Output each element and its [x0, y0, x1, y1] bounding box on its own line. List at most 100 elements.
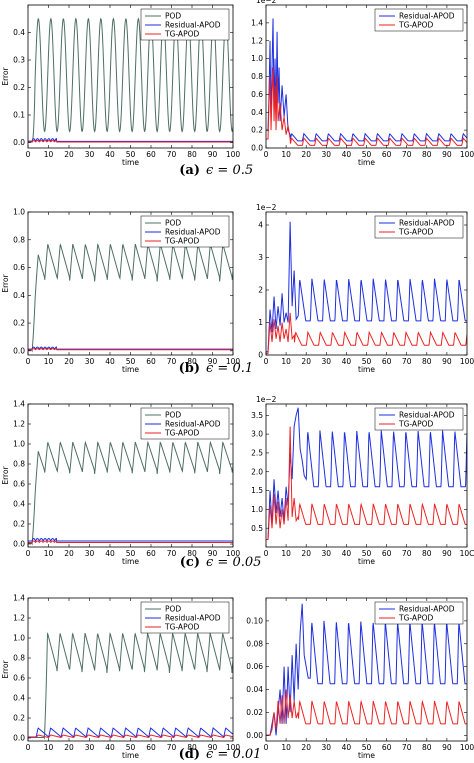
x-tick-label: 60: [146, 150, 156, 159]
x-tick-label: 40: [105, 743, 115, 752]
y-tick-label: 0.6: [251, 90, 263, 99]
legend-entry: TG-APOD: [398, 614, 433, 623]
legend-box: [374, 601, 464, 625]
y-tick-label: 1.2: [13, 614, 25, 623]
y-tick-label: 1.4: [251, 18, 263, 27]
y-tick-label: 2: [258, 286, 263, 295]
y-tick-label: 1.4: [13, 400, 25, 409]
caption-letter: (d): [179, 747, 200, 762]
legend-entry: POD: [165, 605, 181, 614]
legend-entry: TG-APOD: [398, 21, 433, 30]
series-line-residual-apod: [28, 537, 233, 542]
x-tick-label: 70: [167, 743, 177, 752]
y-tick-label: 2.5: [251, 449, 263, 458]
x-tick-label: 40: [342, 743, 352, 752]
chart-b-right: 0 10 20 30 40 50 60 70 80 90 100 0 1 2 3 4 time 1e−2 Resid…: [256, 203, 474, 374]
x-tick-label: 10: [281, 150, 291, 159]
y-tick-label: 3.5: [251, 411, 263, 420]
series-line-residual-apod: [266, 221, 467, 353]
chart-d-right: 0 10 20 30 40 50 60 70 80 90 100 0.00 0.02 0.04 0.06 0.…: [246, 597, 474, 760]
y-tick-label: 3: [258, 253, 263, 262]
x-axis-label: time: [122, 365, 139, 374]
legend-entry: Residual-APOD: [399, 411, 455, 420]
x-tick-label: 10: [281, 743, 291, 752]
x-tick-label: 70: [167, 357, 177, 366]
y-tick-label: 1.0: [13, 208, 25, 217]
legend-entry: Residual-APOD: [165, 21, 221, 30]
x-tick-label: 30: [85, 357, 95, 366]
x-tick-label: 80: [422, 549, 432, 558]
x-tick-label: 20: [64, 743, 74, 752]
x-axis-label: time: [122, 557, 139, 566]
x-tick-label: 50: [362, 743, 372, 752]
series-line-residual-apod: [28, 346, 233, 350]
y-tick-label: 0.0: [13, 346, 25, 355]
series-line-tg-apod: [266, 426, 467, 540]
legend-entry: TG-APOD: [164, 623, 199, 632]
x-tick-label: 80: [187, 549, 197, 558]
x-tick-label: 30: [322, 150, 332, 159]
caption-text: ϵ = 0.05: [206, 555, 261, 570]
x-tick-label: 100: [460, 357, 474, 366]
x-tick-label: 60: [382, 743, 392, 752]
caption-3: (d) ϵ = 0.01: [179, 747, 262, 762]
x-axis-label: time: [358, 158, 375, 167]
legend-entry: TG-APOD: [164, 237, 199, 246]
y-tick-label: 0.6: [13, 674, 25, 683]
offset-text: 1e−2: [256, 395, 277, 404]
x-tick-label: 0: [26, 549, 31, 558]
caption-1: (b) ϵ = 0.1: [179, 361, 254, 376]
y-tick-label: 0.0: [13, 540, 25, 549]
x-tick-label: 20: [301, 150, 311, 159]
x-tick-label: 50: [362, 150, 372, 159]
y-tick-label: 0.8: [13, 460, 25, 469]
y-tick-label: 1.0: [13, 440, 25, 449]
x-tick-label: 60: [146, 743, 156, 752]
caption-letter: (a): [179, 163, 200, 178]
x-tick-label: 40: [342, 549, 352, 558]
x-tick-label: 0: [264, 150, 269, 159]
x-tick-label: 90: [208, 357, 218, 366]
y-axis-label: Error: [1, 66, 10, 85]
legend-entry: TG-APOD: [398, 420, 433, 429]
y-tick-label: 1.2: [251, 36, 263, 45]
x-tick-label: 70: [167, 549, 177, 558]
y-tick-label: 2.0: [251, 467, 263, 476]
legend-entry: POD: [165, 411, 181, 420]
legend-entry: Residual-APOD: [399, 12, 455, 21]
caption-text: ϵ = 0.1: [206, 361, 253, 376]
chart-c-left: 0 10 20 30 40 50 60 70 80 90 100 0.0 0.2 0.4 0.6 0.8 1.0…: [1, 400, 240, 566]
x-tick-label: 80: [187, 150, 197, 159]
x-tick-label: 60: [146, 357, 156, 366]
x-tick-label: 80: [422, 357, 432, 366]
legend-box: [374, 8, 464, 32]
y-tick-label: 1.2: [13, 420, 25, 429]
y-tick-label: 0.8: [13, 235, 25, 244]
x-axis-label: time: [358, 751, 375, 760]
legend-entry: Residual-APOD: [399, 605, 455, 614]
y-tick-label: 0.02: [246, 708, 263, 717]
y-tick-label: 0.0: [251, 144, 263, 153]
x-tick-label: 0: [26, 150, 31, 159]
y-tick-label: 0.4: [13, 28, 25, 37]
series-line-residual-apod: [266, 18, 467, 142]
x-tick-label: 10: [281, 549, 291, 558]
x-tick-label: 20: [301, 549, 311, 558]
series-line-tg-apod: [266, 67, 467, 146]
legend-entry: Residual-APOD: [165, 228, 221, 237]
x-tick-label: 40: [342, 357, 352, 366]
y-tick-label: 0.6: [13, 263, 25, 272]
series-line-residual-apod: [266, 603, 467, 736]
x-tick-label: 100: [226, 150, 241, 159]
x-tick-label: 10: [44, 549, 54, 558]
y-tick-label: 0.00: [246, 731, 263, 740]
x-tick-label: 20: [64, 150, 74, 159]
series-line-pod: [28, 17, 233, 143]
caption-0: (a) ϵ = 0.5: [179, 163, 253, 178]
x-tick-label: 40: [342, 150, 352, 159]
x-tick-label: 20: [301, 357, 311, 366]
y-tick-label: 1.5: [251, 486, 263, 495]
x-tick-label: 70: [402, 743, 412, 752]
x-tick-label: 10C: [460, 549, 474, 558]
